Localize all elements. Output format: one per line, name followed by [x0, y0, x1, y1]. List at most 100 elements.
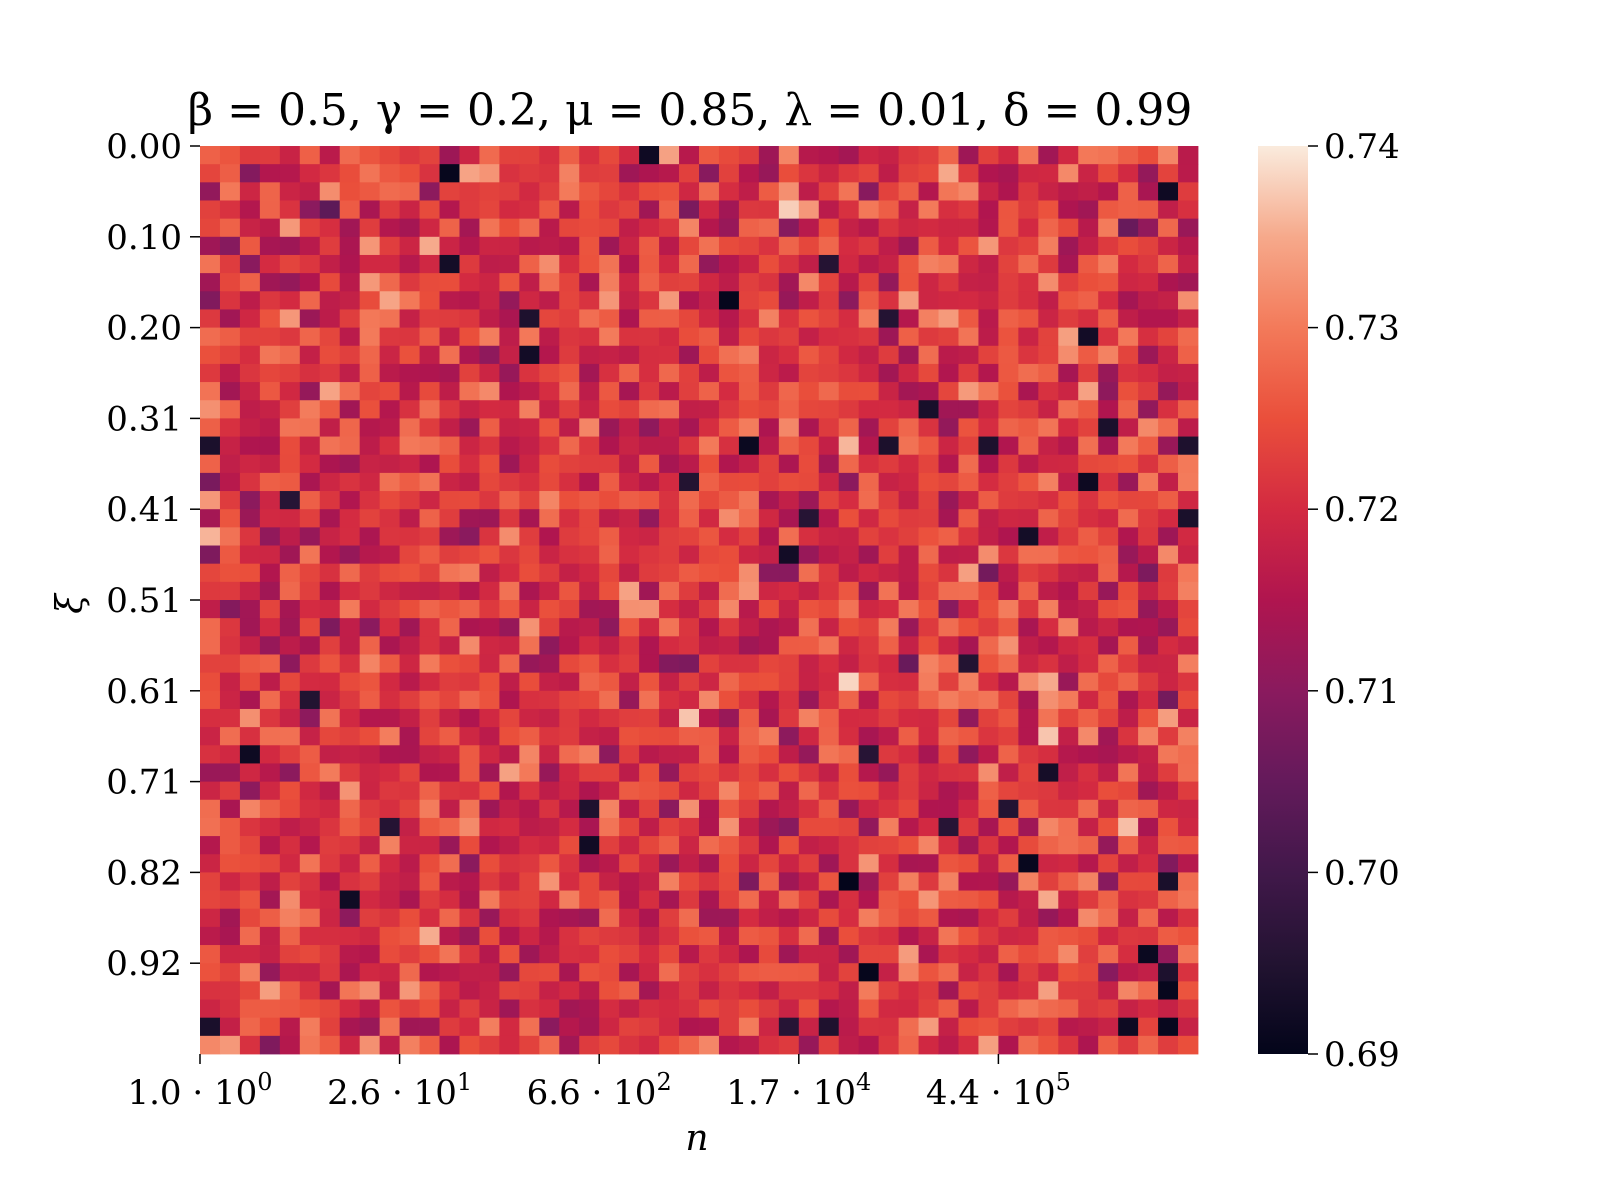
- heatmap-cell: [399, 727, 420, 746]
- heatmap-cell: [778, 672, 800, 692]
- heatmap-cell: [918, 926, 939, 946]
- heatmap-cell: [1098, 200, 1119, 220]
- heatmap-cell: [838, 1035, 860, 1055]
- heatmap-cell: [619, 363, 640, 383]
- heatmap-cell: [299, 1035, 321, 1055]
- heatmap-cell: [798, 345, 820, 365]
- heatmap-cell: [539, 436, 560, 456]
- heatmap-cell: [519, 164, 540, 183]
- heatmap-cell: [519, 146, 540, 165]
- heatmap-cell: [259, 146, 281, 165]
- heatmap-cell: [1058, 236, 1079, 256]
- heatmap-cell: [279, 327, 301, 347]
- heatmap-cell: [359, 182, 381, 201]
- heatmap-cell: [479, 672, 500, 692]
- heatmap-cell: [1078, 981, 1099, 1000]
- heatmap-cell: [399, 908, 420, 928]
- heatmap-cell: [838, 563, 860, 583]
- heatmap-cell: [818, 527, 840, 546]
- heatmap-cell: [579, 799, 600, 819]
- heatmap-cell: [738, 708, 760, 728]
- heatmap-cell: [559, 1035, 580, 1055]
- heatmap-cell: [499, 636, 520, 655]
- heatmap-cell: [858, 1017, 880, 1037]
- heatmap-cell: [838, 491, 860, 510]
- heatmap-cell: [1018, 618, 1039, 637]
- heatmap-cell: [978, 1017, 999, 1037]
- heatmap-cell: [619, 963, 640, 982]
- heatmap-cell: [738, 418, 760, 437]
- heatmap-cell: [758, 273, 780, 292]
- heatmap-cell: [479, 727, 500, 746]
- heatmap-cell: [599, 963, 620, 982]
- heatmap-cell: [818, 781, 840, 801]
- heatmap-cell: [639, 400, 660, 419]
- heatmap-cell: [1118, 745, 1139, 764]
- heatmap-cell: [379, 200, 400, 220]
- heatmap-cell: [599, 908, 620, 928]
- heatmap-cell: [419, 491, 440, 510]
- heatmap-cell: [659, 545, 680, 565]
- heatmap-cell: [1178, 363, 1199, 383]
- heatmap-cell: [918, 291, 939, 310]
- heatmap-cell: [978, 581, 999, 601]
- heatmap-cell: [758, 382, 780, 401]
- heatmap-cell: [539, 400, 560, 419]
- heatmap-cell: [679, 454, 700, 474]
- heatmap-cell: [738, 836, 760, 855]
- heatmap-cell: [1158, 345, 1179, 365]
- heatmap-cell: [838, 690, 860, 710]
- heatmap-cell: [539, 509, 560, 528]
- heatmap-cell: [459, 817, 480, 837]
- heatmap-cell: [1138, 472, 1159, 492]
- heatmap-cell: [1058, 472, 1079, 492]
- heatmap-cell: [1018, 345, 1039, 365]
- heatmap-cell: [818, 817, 840, 837]
- heatmap-cell: [319, 1017, 341, 1037]
- heatmap-cell: [659, 436, 680, 456]
- heatmap-cell: [519, 1035, 540, 1055]
- heatmap-cell: [219, 200, 241, 220]
- heatmap-cell: [579, 1017, 600, 1037]
- heatmap-cell: [998, 254, 1019, 274]
- heatmap-cell: [439, 963, 460, 982]
- heatmap-cell: [1078, 945, 1099, 964]
- heatmap-cell: [239, 981, 261, 1000]
- heatmap-cell: [379, 164, 400, 183]
- heatmap-cell: [758, 472, 780, 492]
- heatmap-cell: [359, 963, 381, 982]
- heatmap-cell: [539, 382, 560, 401]
- heatmap-cell: [1078, 563, 1099, 583]
- heatmap-cell: [898, 527, 919, 546]
- heatmap-cell: [439, 472, 460, 492]
- heatmap-cell: [699, 491, 720, 510]
- heatmap-cell: [559, 690, 580, 710]
- heatmap-cell: [818, 363, 840, 383]
- heatmap-cell: [738, 963, 760, 982]
- heatmap-cell: [1158, 327, 1179, 347]
- heatmap-cell: [1018, 454, 1039, 474]
- heatmap-cell: [679, 854, 700, 873]
- heatmap-cell: [619, 708, 640, 728]
- heatmap-cell: [319, 926, 341, 946]
- heatmap-cell: [918, 309, 939, 328]
- heatmap-cell: [599, 218, 620, 238]
- heatmap-cell: [579, 908, 600, 928]
- heatmap-cell: [399, 618, 420, 637]
- heatmap-cell: [379, 963, 400, 982]
- heatmap-cell: [898, 291, 919, 310]
- heatmap-cell: [1178, 581, 1199, 601]
- heatmap-cell: [898, 545, 919, 565]
- heatmap-cell: [659, 491, 680, 510]
- heatmap-cell: [1158, 745, 1179, 764]
- heatmap-cell: [998, 146, 1019, 165]
- heatmap-cell: [798, 472, 820, 492]
- heatmap-cell: [299, 636, 321, 655]
- heatmap-cell: [479, 854, 500, 873]
- heatmap-cell: [778, 472, 800, 492]
- x-tick-label: 6.6 · 102: [527, 1068, 672, 1113]
- heatmap-cell: [798, 327, 820, 347]
- heatmap-cell: [319, 436, 341, 456]
- heatmap-cell: [1158, 309, 1179, 328]
- heatmap-cell: [439, 236, 460, 256]
